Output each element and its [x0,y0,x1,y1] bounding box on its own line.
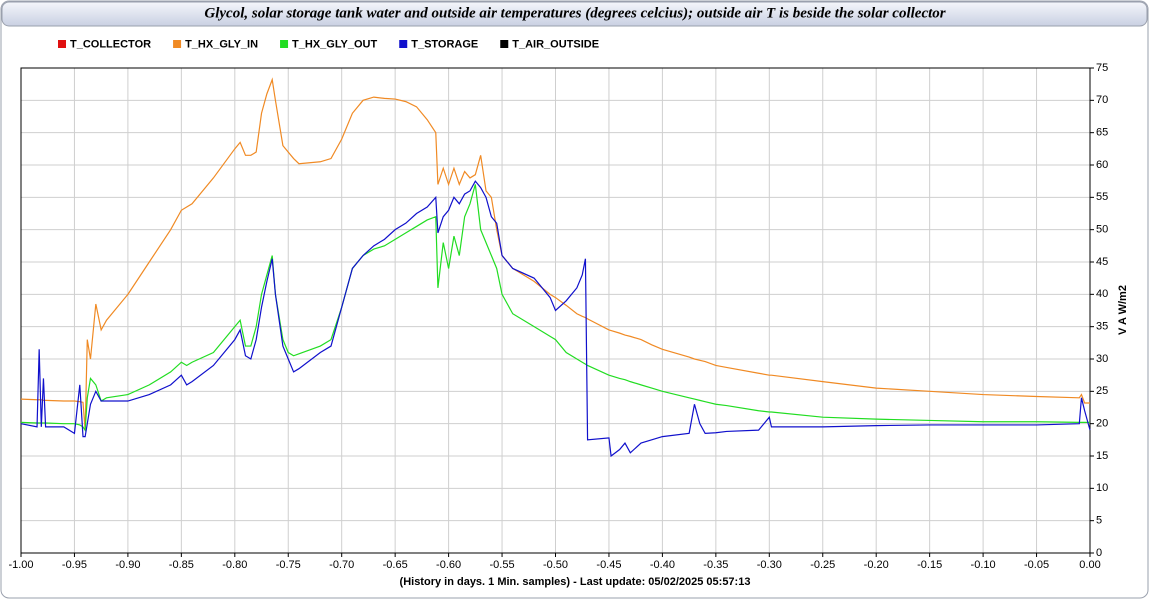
x-tick-label: -0.50 [543,559,568,571]
x-tick-label: -0.90 [115,559,140,571]
y-tick-label: 50 [1096,224,1108,236]
legend-label: T_COLLECTOR [70,38,151,50]
x-tick-label: -0.05 [1024,559,1049,571]
x-tick-label: -0.65 [383,559,408,571]
y-tick-label: 35 [1096,321,1108,333]
series-line [20,184,1090,432]
x-tick-label: -0.20 [864,559,889,571]
y-tick-label: 5 [1096,515,1102,527]
y-tick-label: 40 [1096,288,1108,300]
chart-title: Glycol, solar storage tank water and out… [204,5,945,21]
legend-label: T_HX_GLY_OUT [292,38,377,50]
y-tick-label: 0 [1096,547,1102,559]
legend-swatch [58,40,66,48]
x-axis-label: (History in days. 1 Min. samples) - Last… [400,576,751,588]
y-tick-label: 65 [1096,127,1108,139]
x-tick-label: -0.55 [490,559,515,571]
legend-swatch [280,40,289,48]
x-tick-label: -0.45 [596,559,621,571]
y-tick-label: 55 [1096,191,1108,203]
y-tick-label: 70 [1096,94,1108,106]
x-tick-label: 0.00 [1079,559,1100,571]
x-tick-label: -0.10 [971,559,996,571]
y-tick-label: 75 [1096,62,1108,74]
legend-swatch [399,40,408,48]
legend-swatch [500,40,509,48]
legend-label: T_AIR_OUTSIDE [512,38,599,50]
x-tick-label: -0.95 [62,559,87,571]
x-tick-label: -0.35 [703,559,728,571]
x-tick-label: -1.00 [8,559,33,571]
series-line [20,180,1091,458]
x-tick-label: -0.30 [757,559,782,571]
x-tick-label: -0.15 [917,559,942,571]
y-tick-label: 45 [1096,256,1108,268]
x-tick-label: -0.60 [436,559,461,571]
y-tick-label: 60 [1096,159,1108,171]
y-axis-label: V A W/m2 [1117,285,1129,335]
y-tick-label: 25 [1096,385,1108,397]
x-tick-label: -0.85 [169,559,194,571]
x-tick-label: -0.70 [329,559,354,571]
legend-label: T_HX_GLY_IN [185,38,258,50]
title-bar [1,1,1148,27]
x-tick-label: -0.75 [276,559,301,571]
y-tick-label: 30 [1096,353,1108,365]
x-tick-label: -0.40 [650,559,675,571]
legend-label: T_STORAGE [411,38,478,50]
plot-area [20,67,1091,554]
y-tick-label: 20 [1096,418,1108,430]
x-tick-label: -0.25 [810,559,835,571]
y-tick-label: 15 [1096,450,1108,462]
legend-swatch [173,40,182,48]
series-line [20,77,1090,431]
y-tick-label: 10 [1096,482,1108,494]
x-tick-label: -0.80 [222,559,247,571]
